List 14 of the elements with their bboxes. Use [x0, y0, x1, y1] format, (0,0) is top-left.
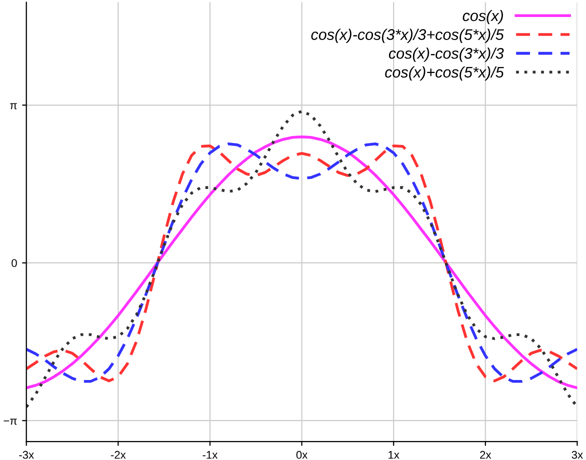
legend-label: cos(x)+cos(5*x)/5 [385, 66, 504, 81]
x-tick-label: -1x [202, 451, 218, 459]
y-tick-label: 0 [12, 259, 17, 268]
x-tick-label: -3x [19, 450, 34, 459]
x-tick-label: -2x [110, 450, 126, 459]
y-tick-label: π [10, 103, 17, 110]
x-tick-label: 1x [388, 451, 400, 459]
y-tick-label: −π [4, 418, 17, 425]
x-tick-label: 0x [296, 450, 308, 459]
legend-label: cos(x)-cos(3*x)/3+cos(5*x)/5 [311, 28, 504, 43]
legend-label: cos(x) [462, 10, 503, 24]
legend-label: cos(x)-cos(3*x)/3 [388, 48, 504, 62]
x-tick-label: 3x [572, 450, 583, 459]
x-tick-label: 2x [480, 450, 492, 459]
